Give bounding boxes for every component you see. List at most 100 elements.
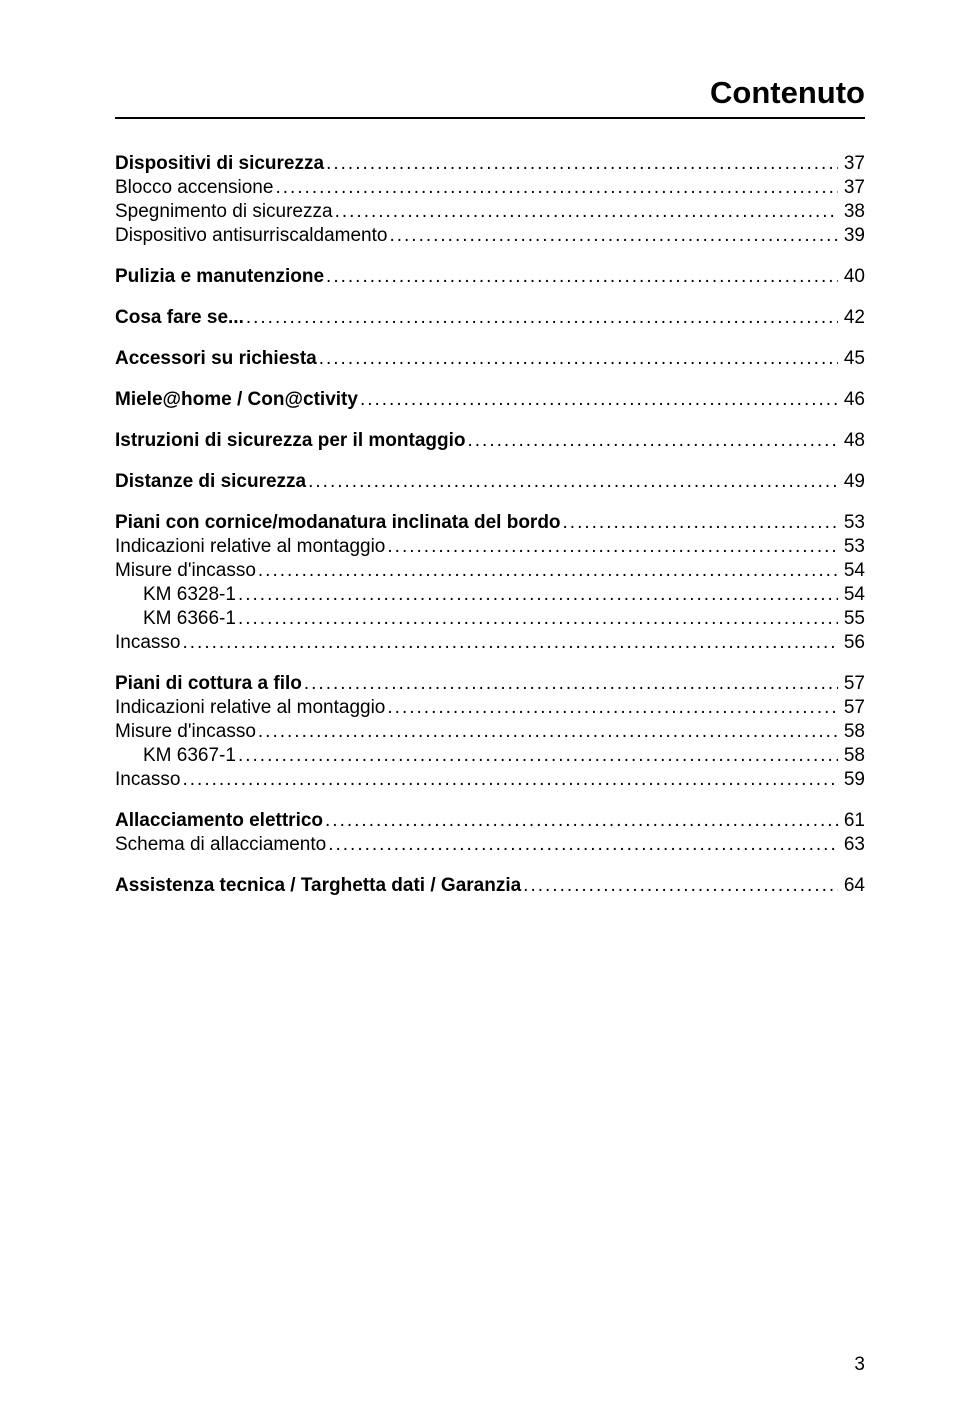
toc-entry-page: 48	[838, 431, 865, 450]
toc-dot-leader: ........................................…	[466, 431, 838, 450]
toc-entry-label: Piani di cottura a filo	[115, 674, 302, 693]
toc-dot-leader: ........................................…	[324, 154, 838, 173]
toc-group: Miele@home / Con@ctivity................…	[115, 390, 865, 409]
toc-entry-label: Spegnimento di sicurezza	[115, 202, 333, 221]
toc-row: Distanze di sicurezza...................…	[115, 472, 865, 491]
toc-group: Istruzioni di sicurezza per il montaggio…	[115, 431, 865, 450]
toc-entry-page: 39	[838, 226, 865, 245]
toc-entry-page: 37	[838, 178, 865, 197]
toc-entry-label: Accessori su richiesta	[115, 349, 317, 368]
toc-row: Misure d'incasso........................…	[115, 722, 865, 741]
toc-entry-label: Piani con cornice/modanatura inclinata d…	[115, 513, 561, 532]
toc-group: Cosa fare se............................…	[115, 308, 865, 327]
toc-entry-label: Schema di allacciamento	[115, 835, 326, 854]
toc-entry-page: 49	[838, 472, 865, 491]
toc-row: Dispositivo antisurriscaldamento........…	[115, 226, 865, 245]
toc-entry-label: Incasso	[115, 633, 180, 652]
toc-row: Misure d'incasso........................…	[115, 561, 865, 580]
toc-entry-label: Istruzioni di sicurezza per il montaggio	[115, 431, 466, 450]
toc-group: Piani di cottura a filo.................…	[115, 674, 865, 789]
toc-dot-leader: ........................................…	[333, 202, 838, 221]
toc-dot-leader: ........................................…	[385, 537, 837, 556]
toc-entry-label: Distanze di sicurezza	[115, 472, 306, 491]
toc-row: Accessori su richiesta..................…	[115, 349, 865, 368]
toc-entry-page: 45	[838, 349, 865, 368]
toc-entry-page: 38	[838, 202, 865, 221]
toc-dot-leader: ........................................…	[236, 746, 838, 765]
toc-entry-label: Cosa fare se...	[115, 308, 244, 327]
toc-dot-leader: ........................................…	[324, 267, 838, 286]
toc-row: Piani con cornice/modanatura inclinata d…	[115, 513, 865, 532]
toc-group: Distanze di sicurezza...................…	[115, 472, 865, 491]
toc-row: Schema di allacciamento.................…	[115, 835, 865, 854]
toc-dot-leader: ........................................…	[387, 226, 837, 245]
toc-entry-label: Misure d'incasso	[115, 561, 256, 580]
toc-row: Indicazioni relative al montaggio.......…	[115, 698, 865, 717]
toc-row: Indicazioni relative al montaggio.......…	[115, 537, 865, 556]
toc-entry-page: 54	[838, 561, 865, 580]
toc-dot-leader: ........................................…	[244, 308, 838, 327]
header: Contenuto	[115, 75, 865, 119]
toc-entry-label: Incasso	[115, 770, 180, 789]
toc-group: Dispositivi di sicurezza................…	[115, 154, 865, 245]
toc-dot-leader: ........................................…	[561, 513, 838, 532]
toc-row: KM 6367-1...............................…	[115, 746, 865, 765]
toc-entry-label: Dispositivo antisurriscaldamento	[115, 226, 387, 245]
toc-row: Cosa fare se............................…	[115, 308, 865, 327]
toc-row: Incasso.................................…	[115, 770, 865, 789]
toc-row: Blocco accensione.......................…	[115, 178, 865, 197]
toc-dot-leader: ........................................…	[236, 585, 838, 604]
toc-entry-page: 58	[838, 746, 865, 765]
toc-dot-leader: ........................................…	[180, 633, 837, 652]
toc-entry-label: KM 6366-1	[115, 609, 236, 628]
toc-entry-label: Miele@home / Con@ctivity	[115, 390, 358, 409]
toc-dot-leader: ........................................…	[236, 609, 838, 628]
toc-row: KM 6366-1...............................…	[115, 609, 865, 628]
toc-dot-leader: ........................................…	[326, 835, 838, 854]
toc-entry-page: 46	[838, 390, 865, 409]
header-title: Contenuto	[115, 75, 865, 111]
toc-entry-page: 55	[838, 609, 865, 628]
toc-group: Assistenza tecnica / Targhetta dati / Ga…	[115, 876, 865, 895]
toc-entry-page: 59	[838, 770, 865, 789]
table-of-contents: Dispositivi di sicurezza................…	[115, 154, 865, 895]
toc-dot-leader: ........................................…	[521, 876, 838, 895]
toc-entry-page: 56	[838, 633, 865, 652]
toc-group: Piani con cornice/modanatura inclinata d…	[115, 513, 865, 652]
toc-row: Piani di cottura a filo.................…	[115, 674, 865, 693]
toc-entry-page: 54	[838, 585, 865, 604]
toc-entry-label: KM 6328-1	[115, 585, 236, 604]
toc-entry-page: 57	[838, 674, 865, 693]
toc-row: Miele@home / Con@ctivity................…	[115, 390, 865, 409]
toc-entry-page: 42	[838, 308, 865, 327]
toc-entry-label: Assistenza tecnica / Targhetta dati / Ga…	[115, 876, 521, 895]
toc-entry-page: 58	[838, 722, 865, 741]
toc-entry-page: 40	[838, 267, 865, 286]
toc-group: Pulizia e manutenzione..................…	[115, 267, 865, 286]
toc-entry-label: Pulizia e manutenzione	[115, 267, 324, 286]
page-number: 3	[854, 1354, 865, 1376]
toc-dot-leader: ........................................…	[256, 722, 838, 741]
toc-dot-leader: ........................................…	[306, 472, 838, 491]
toc-entry-label: KM 6367-1	[115, 746, 236, 765]
toc-entry-page: 53	[838, 513, 865, 532]
toc-entry-page: 57	[838, 698, 865, 717]
page: Contenuto Dispositivi di sicurezza......…	[0, 0, 960, 1424]
toc-entry-page: 63	[838, 835, 865, 854]
toc-entry-page: 61	[838, 811, 865, 830]
toc-entry-label: Allacciamento elettrico	[115, 811, 323, 830]
toc-dot-leader: ........................................…	[273, 178, 837, 197]
toc-entry-label: Blocco accensione	[115, 178, 273, 197]
toc-dot-leader: ........................................…	[302, 674, 838, 693]
toc-row: Istruzioni di sicurezza per il montaggio…	[115, 431, 865, 450]
toc-dot-leader: ........................................…	[256, 561, 838, 580]
toc-row: KM 6328-1...............................…	[115, 585, 865, 604]
toc-group: Accessori su richiesta..................…	[115, 349, 865, 368]
toc-row: Allacciamento elettrico.................…	[115, 811, 865, 830]
toc-row: Incasso.................................…	[115, 633, 865, 652]
toc-dot-leader: ........................................…	[385, 698, 837, 717]
toc-entry-label: Indicazioni relative al montaggio	[115, 537, 385, 556]
toc-entry-label: Dispositivi di sicurezza	[115, 154, 324, 173]
toc-dot-leader: ........................................…	[323, 811, 838, 830]
toc-dot-leader: ........................................…	[317, 349, 838, 368]
